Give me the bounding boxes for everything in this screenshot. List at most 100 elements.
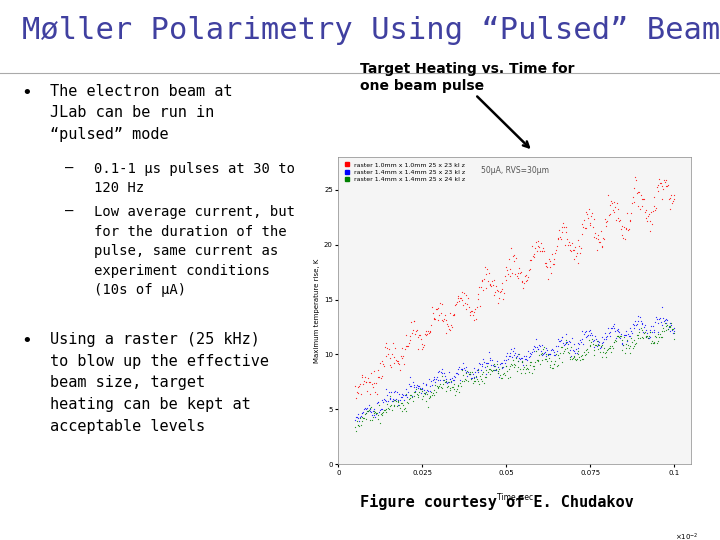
Point <box>368 411 379 420</box>
Point <box>417 395 428 403</box>
Point <box>654 179 666 187</box>
Point <box>644 327 656 336</box>
Point <box>492 286 504 295</box>
Point <box>620 331 631 340</box>
Point <box>367 383 379 391</box>
Point <box>454 379 466 387</box>
Point <box>666 325 678 334</box>
Point <box>355 390 366 399</box>
Point <box>360 404 372 413</box>
Point <box>578 329 590 338</box>
Point <box>568 352 580 360</box>
Point <box>631 320 642 328</box>
Point <box>593 231 604 239</box>
Point <box>490 366 501 374</box>
Point <box>630 176 642 184</box>
Point <box>505 272 516 280</box>
Point <box>432 367 444 376</box>
Point <box>504 265 516 274</box>
Point <box>498 368 510 377</box>
Point <box>652 180 664 189</box>
Point <box>541 346 553 354</box>
Point <box>578 348 590 357</box>
Point <box>601 332 613 341</box>
Point <box>599 329 611 338</box>
Point <box>349 422 361 431</box>
Point <box>393 390 405 399</box>
Point <box>519 354 531 363</box>
Point <box>626 327 637 336</box>
Point <box>595 342 606 351</box>
Point <box>582 345 593 354</box>
Point <box>661 181 672 190</box>
Point <box>516 278 527 286</box>
Point <box>564 240 576 249</box>
Point <box>484 356 495 364</box>
Point <box>412 393 423 402</box>
Point <box>580 208 592 217</box>
Point <box>384 361 396 370</box>
Point <box>386 406 397 414</box>
Point <box>512 356 523 365</box>
Point <box>589 232 600 241</box>
Point <box>582 348 594 356</box>
Point <box>435 382 446 391</box>
Point <box>492 362 503 371</box>
Point <box>598 338 609 346</box>
Point <box>354 413 366 422</box>
Point <box>395 399 407 407</box>
Point <box>364 390 376 399</box>
Point <box>353 421 364 429</box>
Point <box>472 377 484 386</box>
Point <box>629 316 641 325</box>
Point <box>373 410 384 419</box>
Point <box>454 294 466 302</box>
Point <box>515 268 526 276</box>
Point <box>462 300 473 308</box>
Point <box>404 332 415 340</box>
Point <box>464 367 476 376</box>
Point <box>428 386 439 394</box>
Point <box>526 347 538 356</box>
Point <box>454 388 465 397</box>
Point <box>651 315 662 323</box>
Point <box>354 381 365 390</box>
Point <box>497 374 508 383</box>
Point <box>402 399 414 407</box>
Point <box>492 367 503 375</box>
Point <box>467 307 478 315</box>
Point <box>515 353 526 362</box>
Point <box>647 206 659 215</box>
Point <box>642 212 654 220</box>
Point <box>389 388 400 396</box>
Point <box>475 283 487 292</box>
Point <box>668 191 680 200</box>
Text: Using a raster (25 kHz)
to blow up the effective
beam size, target
heating can b: Using a raster (25 kHz) to blow up the e… <box>50 332 269 434</box>
Point <box>377 411 388 420</box>
Point <box>399 390 410 399</box>
Point <box>585 212 597 220</box>
Point <box>503 365 515 374</box>
Point <box>661 319 672 327</box>
Point <box>359 405 370 414</box>
Point <box>555 235 567 244</box>
Point <box>654 333 665 341</box>
Point <box>577 220 588 228</box>
Point <box>353 409 364 418</box>
Point <box>579 351 590 360</box>
Point <box>352 421 364 429</box>
Point <box>544 349 556 358</box>
Point <box>457 301 469 309</box>
Point <box>421 385 433 394</box>
Point <box>480 370 491 379</box>
Point <box>649 318 661 326</box>
Point <box>557 349 569 357</box>
Point <box>423 394 435 402</box>
Point <box>489 362 500 370</box>
Point <box>351 413 363 422</box>
Point <box>376 357 387 366</box>
Point <box>433 311 445 320</box>
Point <box>378 362 390 370</box>
Point <box>369 408 381 417</box>
Point <box>447 375 459 384</box>
